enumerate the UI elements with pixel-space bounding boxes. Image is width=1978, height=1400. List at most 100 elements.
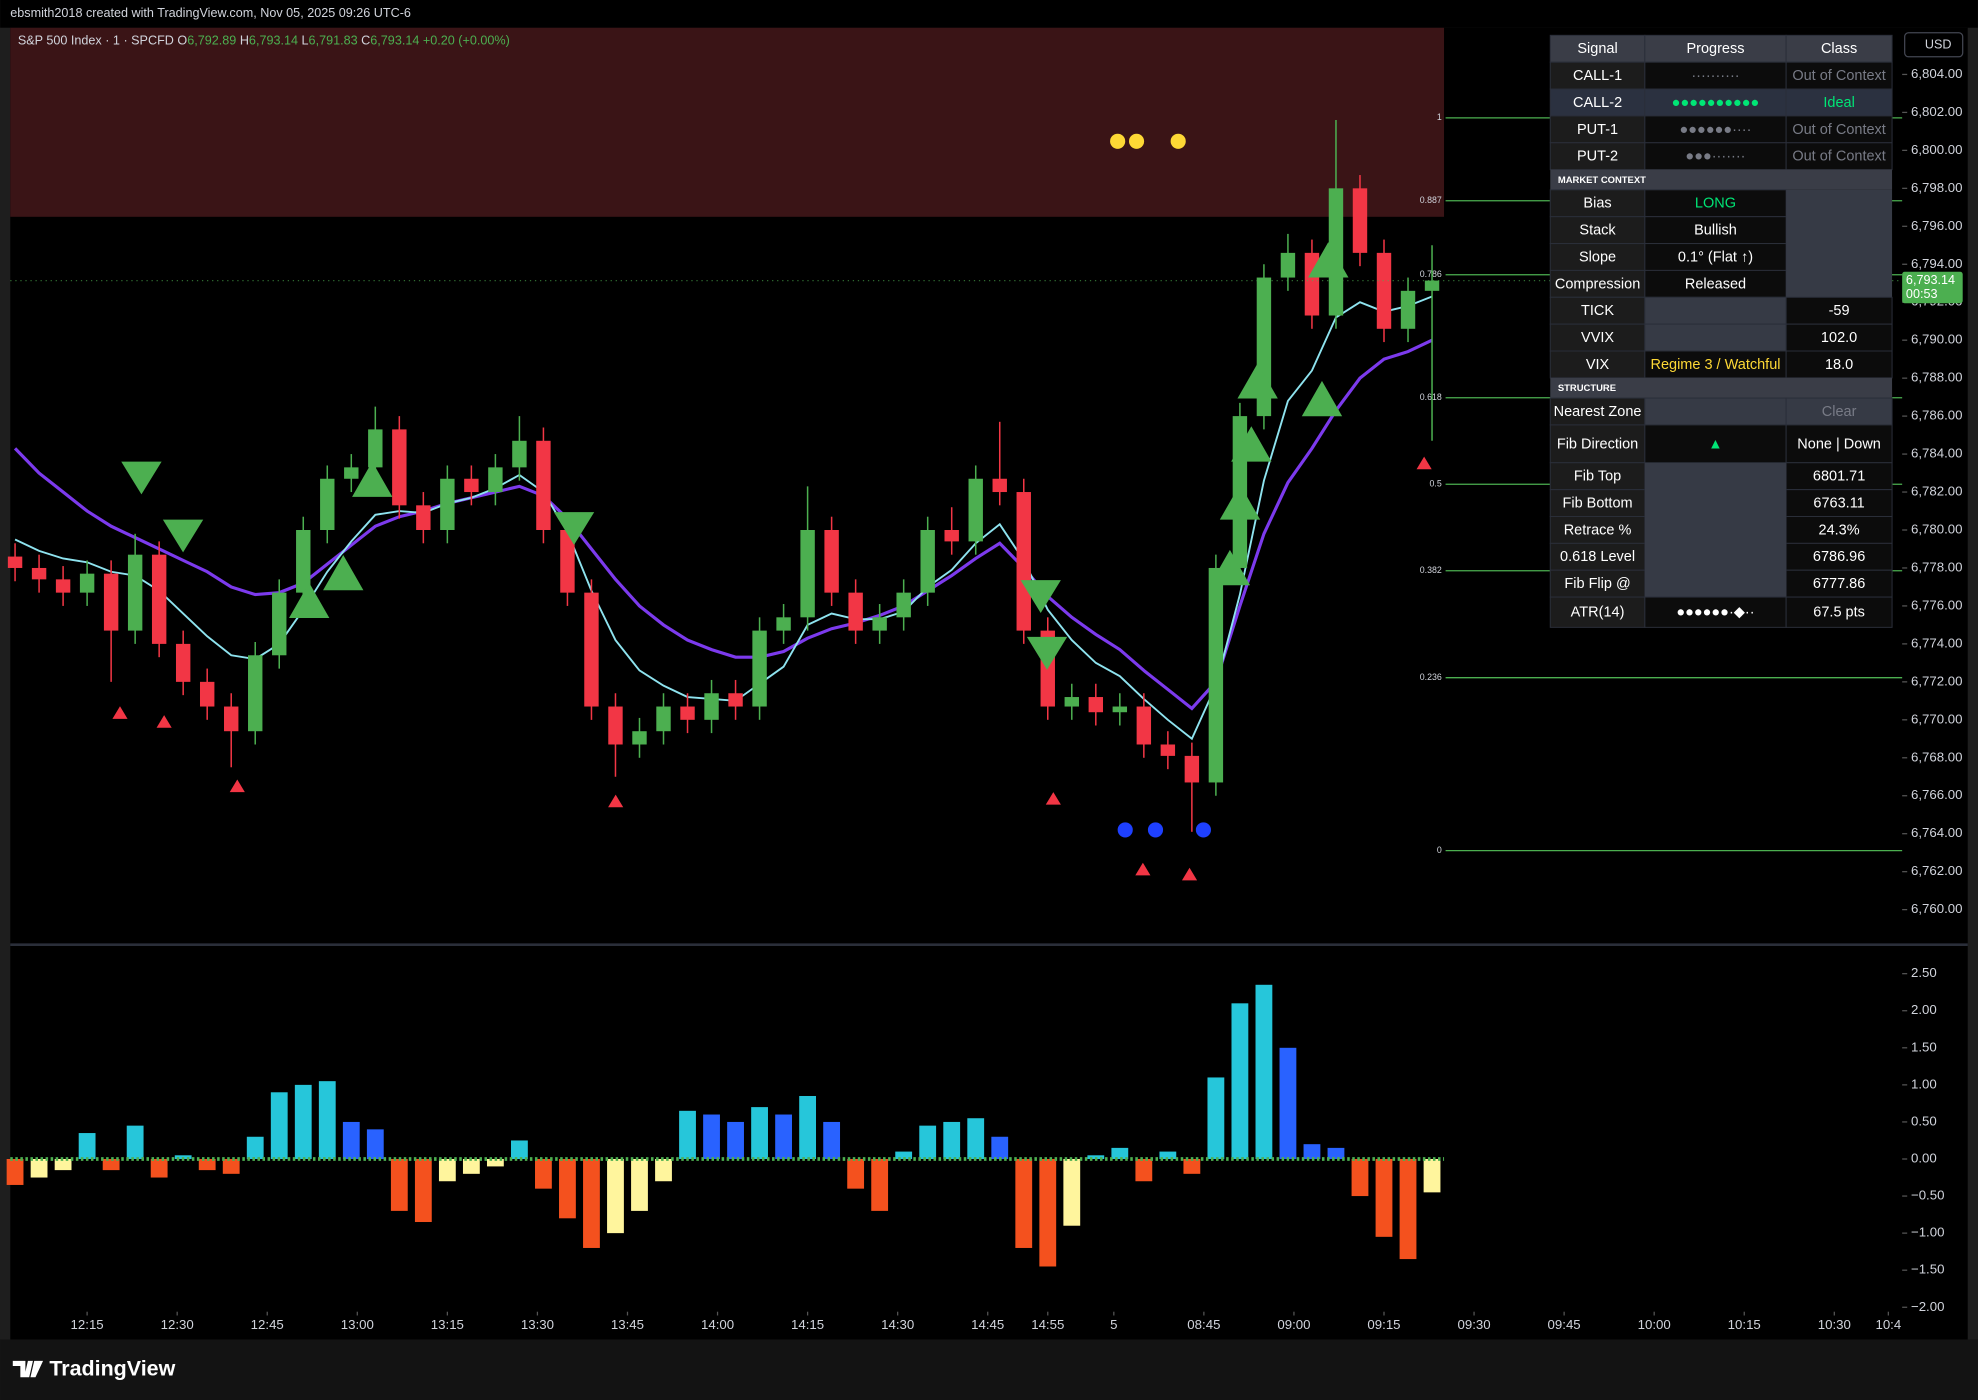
ohlc-value: 6,793.14	[249, 34, 298, 48]
histogram-bar	[318, 1081, 336, 1160]
cell-text: Out of Context	[1792, 149, 1886, 165]
histogram-bar	[1135, 1159, 1153, 1182]
table-cell	[1549, 189, 1646, 218]
ohlc-label: O	[177, 34, 187, 48]
fib-label: 0.5	[1430, 479, 1442, 489]
signal-dot	[1147, 822, 1164, 838]
ohlc-label: C	[361, 34, 370, 48]
histogram-bar	[390, 1159, 408, 1211]
y-tick-label: 6,790.00	[1911, 332, 1963, 347]
candle-body	[584, 592, 599, 707]
candle-body	[151, 554, 167, 644]
price-tag	[1902, 271, 1963, 304]
x-tick-label: 12:30	[161, 1317, 194, 1332]
y-tick-label: 6,796.00	[1911, 218, 1963, 233]
x-tick-label: 14:15	[791, 1317, 824, 1332]
histogram-bar	[631, 1159, 648, 1211]
y-tick-label: 6,764.00	[1911, 825, 1963, 840]
table-cell	[1644, 424, 1787, 464]
cell-text: Ideal	[1823, 95, 1854, 111]
y-tick-label: 6,766.00	[1911, 787, 1963, 802]
candle-body	[608, 706, 623, 745]
table-cell	[1644, 269, 1787, 298]
histogram-bar	[751, 1107, 768, 1160]
brand: TradingView	[49, 1356, 175, 1380]
candle-body	[392, 429, 407, 506]
table-cell	[1549, 397, 1646, 426]
y-tick-label: 6,794.00	[1911, 256, 1963, 271]
candle-body	[103, 573, 119, 631]
x-tick-label: 14:00	[701, 1317, 734, 1332]
cell-text: 102.0	[1821, 330, 1857, 346]
histogram-bar	[1063, 1159, 1081, 1226]
histogram-bar	[703, 1114, 720, 1160]
candle-body	[968, 478, 983, 542]
table-cell	[1785, 323, 1893, 352]
candle-body	[536, 440, 551, 531]
histogram-bar	[1279, 1047, 1297, 1160]
cell-text: PUT-1	[1577, 122, 1618, 138]
x-tick-label: 13:00	[341, 1317, 374, 1332]
y-tick-label: 6,770.00	[1911, 711, 1963, 726]
histogram-bar	[198, 1159, 216, 1171]
histogram-bar	[30, 1159, 48, 1178]
histogram-bar	[1111, 1147, 1129, 1160]
x-tick-label: 09:15	[1367, 1317, 1400, 1332]
histogram-bar	[679, 1110, 696, 1160]
fib-label: 0.887	[1420, 195, 1442, 205]
symbol: S&P 500 Index · 1 · SPCFD	[18, 34, 174, 48]
cell-text: Fib Top	[1574, 469, 1621, 485]
cell-text: Fib Direction	[1557, 436, 1638, 452]
context-zone	[10, 27, 1445, 217]
candle-body	[7, 556, 23, 568]
cell-text: Regime 3 / Watchful	[1650, 357, 1780, 373]
ohlc-value: 6,792.89	[187, 34, 236, 48]
histogram-bar	[1375, 1159, 1393, 1237]
cell-text: Released	[1685, 276, 1746, 292]
footer-bar	[0, 1339, 1978, 1400]
candle-body	[127, 554, 143, 631]
table-cell	[1549, 115, 1646, 144]
histogram-bar	[438, 1159, 456, 1182]
section-header	[1550, 169, 1893, 190]
section-title: MARKET CONTEXT	[1558, 175, 1646, 186]
cell-text: CALL-2	[1573, 95, 1622, 111]
ohlc-label: H	[240, 34, 249, 48]
histogram-bar	[607, 1159, 624, 1234]
cell-text: Fib Flip @	[1564, 576, 1630, 592]
section-title: STRUCTURE	[1558, 383, 1616, 394]
currency: USD	[1925, 38, 1952, 52]
histogram-bar	[222, 1159, 240, 1174]
y-tick-label: 6,776.00	[1911, 597, 1963, 612]
currency-button[interactable]	[1904, 32, 1964, 58]
candle-body	[55, 579, 71, 593]
cell-text: Clear	[1822, 404, 1857, 420]
ohlc-label: L	[302, 34, 309, 48]
cell-text: ATR(14)	[1571, 605, 1625, 621]
histogram-bar	[102, 1159, 120, 1171]
table-cell	[1549, 350, 1646, 379]
histogram-bar	[486, 1159, 504, 1167]
candle-body	[1184, 755, 1200, 783]
histogram-bar	[6, 1159, 24, 1185]
histogram-bar	[1255, 984, 1273, 1160]
candle-body	[31, 567, 47, 580]
histogram-bar	[1231, 1003, 1249, 1160]
cell-text: Out of Context	[1792, 122, 1886, 138]
candle-body	[1088, 697, 1104, 713]
candle-body	[512, 440, 527, 468]
logo-mark	[12, 1360, 44, 1378]
cell-text: 6777.86	[1813, 576, 1865, 592]
cell-text: Bias	[1583, 196, 1611, 212]
ohlc-value: 6,791.83	[309, 34, 358, 48]
histogram-bar	[294, 1084, 312, 1160]
candle-body	[320, 478, 335, 531]
histogram-bar	[78, 1133, 96, 1160]
histogram-bar	[559, 1159, 576, 1219]
y-tick-label: 0.50	[1911, 1113, 1937, 1128]
table-cell	[1785, 296, 1893, 325]
x-tick-label: 12:45	[251, 1317, 284, 1332]
column-header: Signal	[1577, 41, 1617, 57]
table-cell	[1785, 424, 1893, 464]
